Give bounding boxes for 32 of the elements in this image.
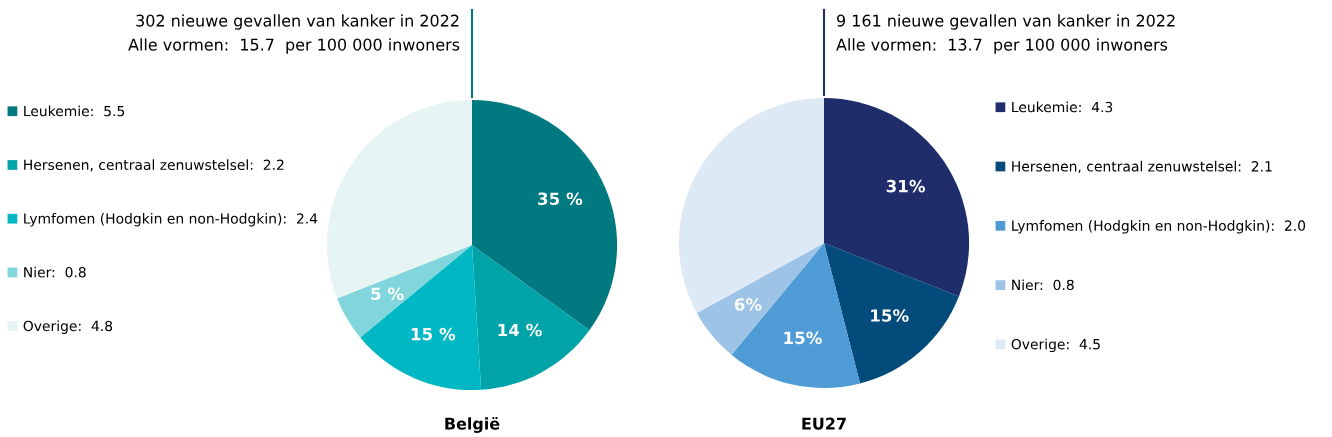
chart-title: 302 nieuwe gevallen van kanker in 2022	[136, 14, 459, 30]
legend-label: Nier: 0.8	[1012, 279, 1074, 291]
legend-label: Lymfomen (Hodgkin en non-Hodgkin): 2.4	[24, 212, 318, 227]
legend-label: Hersenen, centraal zenuwstelsel: 2.1	[1012, 160, 1272, 173]
pie-slice	[824, 243, 959, 384]
legend-label: Leukemie: 5.5	[24, 105, 125, 117]
pie-slice	[360, 245, 482, 391]
chart-subtitle: Alle vormen: 13.7 per 100 000 inwoners	[836, 38, 1168, 54]
data-label: 6%	[734, 298, 762, 311]
pie-slice	[472, 245, 590, 390]
legend-label: Leukemie: 4.3	[1012, 101, 1113, 113]
data-label: 15%	[871, 309, 909, 322]
pie-slice	[731, 243, 861, 389]
pie-slice	[326, 99, 472, 299]
pie-slice	[696, 243, 824, 355]
text: België	[445, 417, 500, 433]
data-label: 35 %	[538, 192, 583, 206]
data-label: 15%	[784, 331, 822, 345]
legend-label: Overige: 4.8	[23, 320, 113, 334]
pie-slice	[824, 97, 970, 297]
text: EU27	[802, 417, 846, 430]
data-label: 31%	[886, 179, 926, 193]
data-label: 5 %	[371, 287, 404, 301]
pie-slice	[678, 97, 824, 313]
legend-label: Lymfomen (Hodgkin en non-Hodgkin): 2.0	[1012, 220, 1306, 234]
chart-subtitle: Alle vormen: 15.7 per 100 000 inwoners	[128, 38, 460, 54]
data-label: 14 %	[498, 323, 542, 337]
legend-label: Overige: 4.5	[1011, 338, 1100, 353]
chart-title: 9 161 nieuwe gevallen van kanker in 2022	[837, 14, 1175, 30]
legend-label: Nier: 0.8	[24, 266, 86, 278]
legend-label: Hersenen, centraal zenuwstelsel: 2.2	[24, 159, 284, 172]
data-label: 15 %	[411, 327, 456, 341]
